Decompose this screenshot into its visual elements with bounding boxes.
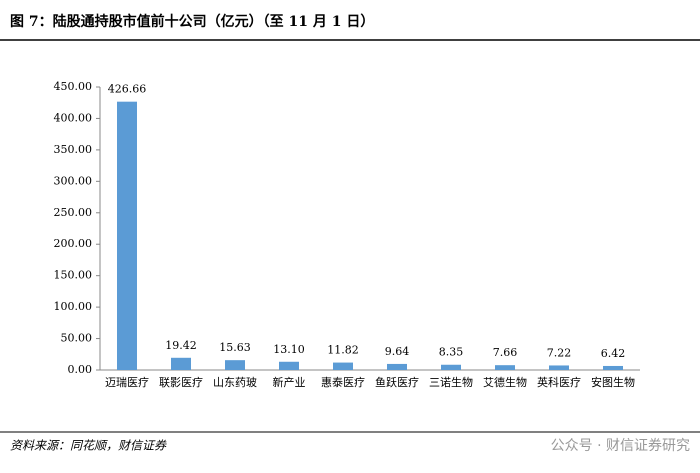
bar [441, 364, 461, 370]
y-tick-label: 350.00 [54, 143, 93, 156]
data-label: 7.22 [547, 346, 572, 359]
y-tick-label: 250.00 [54, 206, 93, 219]
bar [603, 365, 623, 370]
bar [333, 362, 353, 370]
x-tick-label: 鱼跃医疗 [375, 375, 419, 389]
bar [279, 361, 299, 370]
x-tick-label: 英科医疗 [537, 375, 581, 389]
bar [549, 365, 569, 370]
data-label: 11.82 [327, 344, 359, 357]
y-tick-label: 100.00 [54, 300, 93, 313]
y-tick-label: 300.00 [54, 174, 93, 187]
chart-title: 图 7：陆股通持股市值前十公司（亿元）（至 11 月 1 日） [10, 13, 374, 30]
bar [387, 363, 407, 370]
bar [171, 357, 191, 370]
x-tick-label: 联影医疗 [159, 375, 203, 389]
data-label: 7.66 [493, 346, 518, 359]
x-tick-label: 迈瑞医疗 [105, 375, 149, 389]
y-tick-label: 0.00 [68, 363, 93, 376]
y-tick-label: 150.00 [54, 269, 93, 282]
y-tick-label: 450.00 [54, 80, 93, 93]
data-label: 426.66 [108, 83, 147, 96]
data-label: 19.42 [165, 339, 197, 352]
bar [225, 360, 245, 370]
data-label: 8.35 [439, 346, 464, 359]
y-tick-label: 400.00 [54, 111, 93, 124]
x-tick-label: 惠泰医疗 [321, 375, 365, 389]
data-label: 9.64 [385, 345, 410, 358]
x-tick-label: 三诺生物 [429, 375, 473, 389]
x-tick-label: 安图生物 [591, 375, 635, 389]
bar [117, 101, 137, 370]
source: 资料来源：同花顺，财信证券 [10, 439, 167, 453]
x-tick-label: 新产业 [273, 375, 306, 389]
data-label: 13.10 [273, 343, 305, 356]
y-tick-label: 200.00 [54, 237, 93, 250]
data-label: 15.63 [219, 341, 251, 354]
x-tick-label: 艾德生物 [483, 375, 527, 389]
x-tick-label: 山东药玻 [213, 376, 257, 389]
data-label: 6.42 [601, 347, 626, 360]
bar [495, 365, 515, 370]
watermark: 公众号 · 财信证券研究 [551, 438, 690, 454]
y-tick-label: 50.00 [61, 332, 93, 345]
